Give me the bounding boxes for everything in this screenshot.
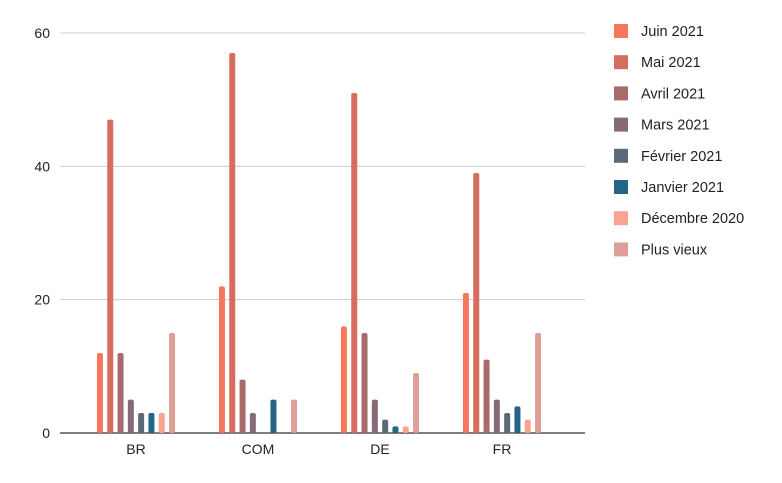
y-axis-ticks: 0 20 40 60	[34, 25, 50, 441]
bar-com-0	[218, 286, 225, 433]
legend-swatch	[614, 180, 628, 194]
bar-com-7	[291, 399, 298, 433]
gridlines	[60, 32, 585, 434]
legend-label: Mars 2021	[641, 118, 710, 134]
bar-fr-0	[462, 293, 469, 433]
x-tick-label: COM	[242, 441, 275, 457]
bar-fr-4	[504, 413, 511, 433]
bar-fr-7	[535, 333, 542, 433]
legend-swatch	[614, 117, 628, 132]
bar-de-4	[382, 419, 389, 433]
y-tick-label: 40	[34, 158, 50, 174]
bar-br-1	[107, 119, 114, 434]
bar-fr-2	[483, 359, 490, 433]
legend-swatch	[614, 55, 628, 70]
bar-fr-5	[514, 406, 521, 433]
bar-de-2	[361, 333, 368, 433]
legend-swatch	[614, 242, 628, 257]
bar-br-2	[117, 353, 124, 433]
bar-br-6	[158, 413, 165, 433]
x-axis-ticks: BR COM DE FR	[126, 441, 511, 457]
bar-br-7	[169, 333, 176, 433]
legend-swatch	[614, 86, 628, 101]
bar-fr-1	[473, 173, 480, 433]
bar-de-7	[413, 373, 420, 433]
bars	[96, 53, 542, 434]
legend-label: Février 2021	[641, 149, 722, 165]
legend-label: Juin 2021	[641, 24, 704, 40]
bar-br-5	[148, 413, 155, 433]
legend-label: Plus vieux	[641, 242, 708, 258]
x-tick-label: FR	[493, 441, 512, 457]
legend-label: Décembre 2020	[641, 211, 744, 227]
bar-br-4	[138, 413, 145, 433]
legend-label: Janvier 2021	[641, 180, 724, 196]
bar-com-1	[229, 53, 236, 433]
bar-com-3	[249, 413, 256, 433]
legend-swatch	[614, 148, 628, 163]
bar-de-6	[402, 426, 409, 433]
legend-swatch	[614, 211, 628, 226]
bar-com-2	[239, 379, 246, 433]
bar-fr-6	[524, 419, 531, 433]
bar-de-0	[340, 326, 347, 433]
y-tick-label: 60	[34, 25, 50, 41]
bar-br-3	[127, 399, 134, 433]
legend: Juin 2021 Mai 2021 Avril 2021 Mars 2021 Févr…	[614, 24, 744, 258]
bar-de-1	[351, 93, 358, 433]
legend-label: Avril 2021	[641, 86, 705, 102]
bar-de-5	[392, 426, 399, 433]
x-tick-label: DE	[370, 441, 389, 457]
y-tick-label: 20	[34, 292, 50, 308]
bar-br-0	[96, 353, 103, 433]
legend-label: Mai 2021	[641, 55, 701, 71]
x-tick-label: BR	[126, 441, 145, 457]
y-tick-label: 0	[42, 425, 50, 441]
bar-com-5	[270, 399, 277, 433]
bar-fr-3	[493, 399, 500, 433]
bar-de-3	[371, 399, 378, 433]
legend-swatch	[614, 24, 628, 38]
